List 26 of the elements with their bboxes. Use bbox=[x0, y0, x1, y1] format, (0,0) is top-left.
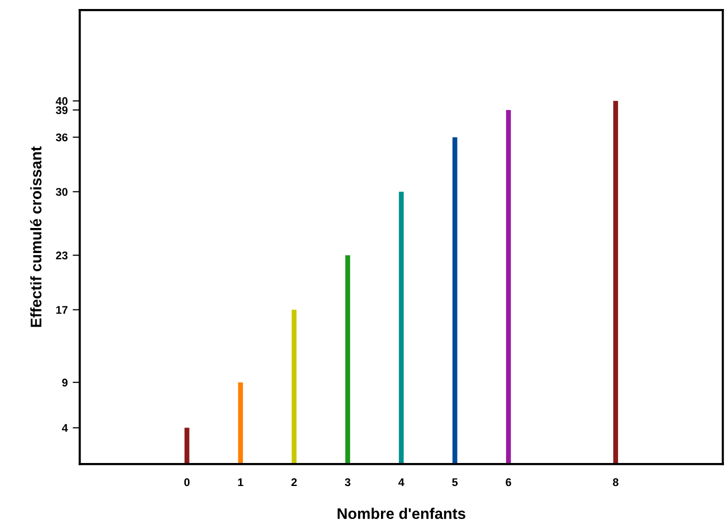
y-tick-label: 17 bbox=[56, 306, 68, 314]
y-tick-label: 9 bbox=[62, 378, 68, 387]
bar bbox=[292, 310, 297, 464]
bar bbox=[613, 100, 618, 464]
bar bbox=[238, 382, 243, 464]
y-tick-label: 30 bbox=[56, 188, 68, 196]
y-tick-label: 4 bbox=[62, 424, 68, 432]
bar bbox=[184, 428, 190, 464]
y-tick-label: 39 bbox=[56, 106, 68, 114]
x-axis-title: Nombre d'enfants bbox=[338, 508, 466, 520]
x-tick-label: 0 bbox=[184, 478, 190, 486]
bar bbox=[452, 137, 458, 464]
y-tick-label: 23 bbox=[56, 252, 68, 260]
y-tick-label: 36 bbox=[56, 133, 68, 142]
bar bbox=[345, 255, 350, 464]
x-tick-label: 6 bbox=[506, 478, 512, 486]
bar bbox=[506, 110, 511, 464]
bar bbox=[398, 192, 404, 464]
x-tick-label: 5 bbox=[452, 478, 458, 486]
x-tick-label: 3 bbox=[344, 478, 350, 486]
x-tick-label: 1 bbox=[238, 478, 244, 486]
x-tick-label: 4 bbox=[398, 478, 404, 486]
y-axis-title: Effectif cumulé croissant bbox=[30, 146, 42, 327]
y-tick-label: 40 bbox=[56, 97, 68, 106]
x-tick-label: 8 bbox=[612, 478, 618, 486]
x-tick-label: 2 bbox=[291, 478, 297, 486]
